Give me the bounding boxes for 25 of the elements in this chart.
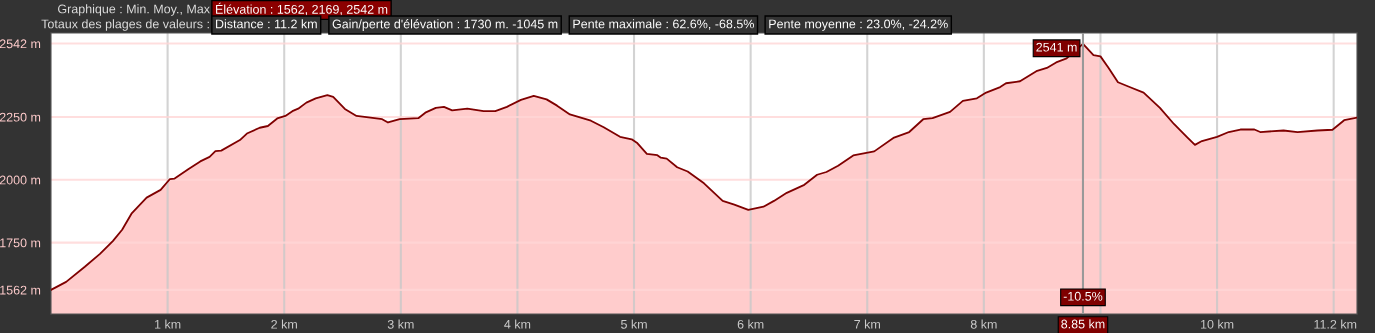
- annotation: 2541 m: [1036, 42, 1077, 52]
- text: Distance : 11.2 km: [216, 19, 317, 29]
- text: Élévation : 1562, 2169, 2542 m: [216, 2, 388, 16]
- ref-line-label: 8.85 km: [1061, 319, 1105, 329]
- x-tick-label: 8 km: [970, 319, 997, 329]
- text: Totaux des plages de valeurs :: [41, 19, 209, 31]
- x-tick-label: 7 km: [854, 319, 880, 329]
- y-tick-label: 2250 m: [0, 112, 41, 122]
- annotation: -10.5%: [1063, 291, 1103, 301]
- x-tick-label: 4 km: [504, 319, 531, 329]
- y-tick-label: 1750 m: [0, 238, 41, 248]
- text: Pente moyenne : 23.0%, -24.2%: [769, 19, 948, 31]
- x-tick-label: 3 km: [387, 319, 414, 329]
- y-tick-label: 2000 m: [0, 175, 41, 185]
- y-tick-label: 1562 m: [0, 285, 41, 295]
- y-tick-label: 2542 m: [0, 39, 41, 49]
- x-tick-label: 6 km: [737, 319, 764, 329]
- x-tick-label: 10 km: [1201, 319, 1234, 329]
- text: Pente maximale : 62.6%, -68.5%: [573, 19, 754, 30]
- x-tick-label: 5 km: [620, 319, 647, 329]
- text: Gain/perte d'élévation : 1730 m. -1045 m: [332, 19, 558, 31]
- text: Graphique : Min. Moy., Max: [58, 4, 210, 16]
- x-tick-label: 2 km: [271, 319, 297, 329]
- x-tick-label: 1 km: [155, 319, 181, 329]
- x-tick-label: 11.2 km: [1314, 319, 1357, 329]
